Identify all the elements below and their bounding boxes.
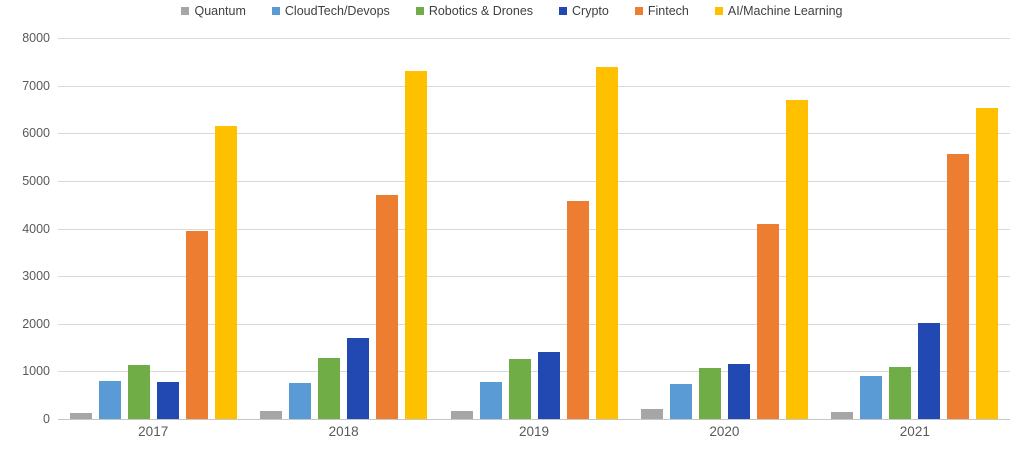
- bar-quantum-2021: [831, 411, 854, 419]
- bar-cloudtech-devops-2020: [669, 384, 692, 419]
- legend-marker-icon: [415, 7, 424, 15]
- bar-quantum-2017: [69, 413, 92, 419]
- x-axis-tick-label: 2021: [899, 424, 930, 439]
- y-axis-tick-label: 7000: [22, 78, 50, 93]
- bar-group-2020: [629, 38, 819, 419]
- bar-crypto-2019: [537, 352, 560, 419]
- x-axis-labels: 2017 2018 2019 2020 2021: [58, 424, 1010, 439]
- legend-marker-icon: [559, 7, 568, 15]
- bar-ai-machine-learning-2017: [214, 126, 237, 419]
- legend-item-4: Fintech: [634, 4, 689, 18]
- gridline: [58, 323, 1010, 325]
- bar-ai-machine-learning-2021: [976, 108, 999, 419]
- legend-label: Crypto: [572, 4, 609, 18]
- bar-groups: [58, 38, 1010, 419]
- legend-item-1: CloudTech/Devops: [271, 4, 390, 18]
- x-axis-tick-label: 2018: [328, 424, 359, 439]
- gridline: [58, 38, 1010, 39]
- bar-quantum-2018: [260, 410, 283, 419]
- bar-ai-machine-learning-2019: [595, 66, 618, 419]
- gridline: [58, 85, 1010, 87]
- bar-fintech-2020: [756, 223, 779, 419]
- y-axis-tick-label: 2000: [22, 316, 50, 331]
- bar-crypto-2021: [918, 322, 941, 419]
- bar-ai-machine-learning-2020: [785, 99, 808, 419]
- bar-fintech-2019: [566, 201, 589, 419]
- x-axis-tick-label: 2020: [709, 424, 740, 439]
- legend-label: Robotics & Drones: [428, 4, 534, 18]
- bar-group-2021: [820, 38, 1010, 419]
- bar-robotics-drones-2017: [127, 365, 150, 419]
- bar-robotics-drones-2020: [698, 367, 721, 419]
- gridline: [58, 133, 1010, 135]
- bar-fintech-2018: [376, 195, 399, 419]
- y-axis-tick-label: 1000: [22, 364, 50, 379]
- y-axis-tick-label: 3000: [22, 269, 50, 284]
- legend-marker-icon: [181, 7, 190, 15]
- bar-crypto-2018: [347, 338, 370, 419]
- x-axis-line: [58, 419, 1010, 420]
- bar-robotics-drones-2021: [889, 366, 912, 419]
- bar-quantum-2020: [640, 409, 663, 419]
- bar-cloudtech-devops-2021: [860, 376, 883, 419]
- y-axis-tick-label: 4000: [22, 221, 50, 236]
- bar-cloudtech-devops-2018: [289, 383, 312, 419]
- legend-marker-icon: [271, 7, 280, 15]
- legend-label: AI/Machine Learning: [727, 4, 843, 18]
- bar-cloudtech-devops-2017: [98, 380, 121, 419]
- legend-label: Quantum: [194, 4, 246, 18]
- bar-group-2018: [248, 38, 438, 419]
- bar-fintech-2021: [947, 153, 970, 419]
- bar-fintech-2017: [185, 230, 208, 419]
- y-axis-tick-label: 5000: [22, 173, 50, 188]
- legend-label: CloudTech/Devops: [284, 4, 390, 18]
- gridline: [58, 180, 1010, 182]
- legend-item-2: Robotics & Drones: [415, 4, 534, 18]
- bar-robotics-drones-2019: [508, 359, 531, 419]
- bar-robotics-drones-2018: [318, 358, 341, 419]
- gridline: [58, 371, 1010, 373]
- bar-crypto-2017: [156, 382, 179, 419]
- legend-marker-icon: [634, 7, 643, 15]
- bar-group-2019: [439, 38, 629, 419]
- bar-cloudtech-devops-2019: [479, 382, 502, 419]
- bar-group-2017: [58, 38, 248, 419]
- gridline: [58, 276, 1010, 278]
- plot-area: 0 1000 2000 3000 4000 5000 6000 7000 8000: [22, 31, 1010, 426]
- y-axis-tick-label: 0: [43, 412, 50, 426]
- y-axis-tick-label: 8000: [22, 31, 50, 45]
- bar-quantum-2019: [450, 410, 473, 419]
- legend-item-3: Crypto: [559, 4, 609, 18]
- bar-crypto-2020: [727, 364, 750, 419]
- gridline: [58, 228, 1010, 230]
- bar-ai-machine-learning-2018: [405, 71, 428, 419]
- legend-marker-icon: [714, 7, 723, 15]
- legend-item-5: AI/Machine Learning: [714, 4, 843, 18]
- legend-label: Fintech: [647, 4, 689, 18]
- chart-legend: Quantum CloudTech/Devops Robotics & Drones…: [0, 4, 1024, 18]
- legend-item-0: Quantum: [181, 4, 246, 18]
- x-axis-tick-label: 2019: [518, 424, 550, 439]
- y-axis-tick-label: 6000: [22, 126, 50, 141]
- x-axis-tick-label: 2017: [138, 424, 169, 439]
